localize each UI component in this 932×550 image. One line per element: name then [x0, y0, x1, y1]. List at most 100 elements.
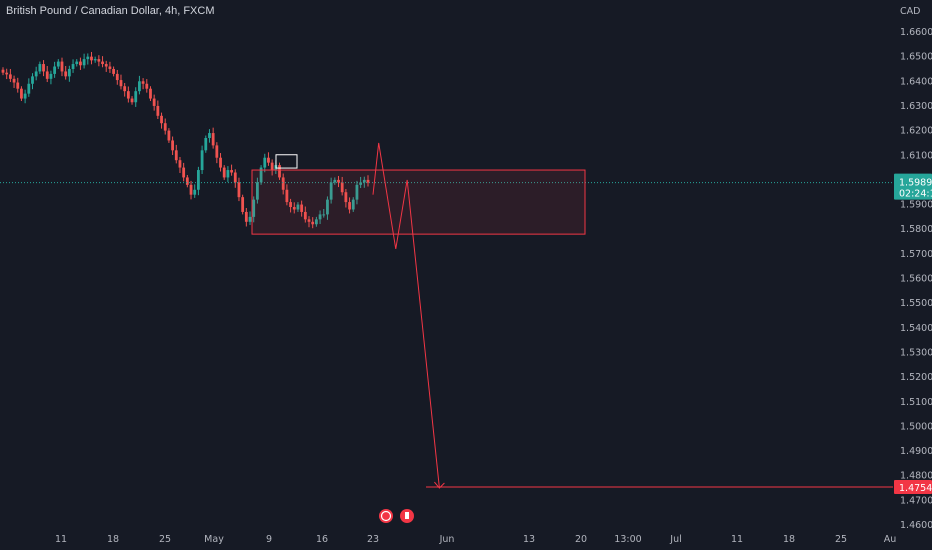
y-tick-label: 1.46000 — [900, 520, 932, 531]
y-tick-label: 1.51000 — [900, 397, 932, 408]
candle — [344, 189, 348, 208]
svg-text:02:24:15: 02:24:15 — [899, 189, 932, 200]
price-tags: 1.5989102:24:15 1.47542 — [894, 173, 932, 494]
candle — [178, 156, 182, 173]
event-icon[interactable] — [400, 509, 414, 523]
marker-box — [275, 154, 298, 169]
candle — [292, 202, 296, 214]
y-tick-label: 1.56000 — [900, 274, 932, 285]
y-tick-label: 1.49000 — [900, 446, 932, 457]
x-tick-label: 23 — [367, 534, 379, 545]
svg-text:1.47542: 1.47542 — [899, 483, 932, 494]
y-tick-label: 1.55000 — [900, 298, 932, 309]
candle — [45, 66, 49, 83]
candle — [64, 66, 68, 80]
x-tick-label: 20 — [575, 534, 587, 545]
candle — [156, 100, 160, 120]
candle — [5, 68, 9, 80]
candle — [53, 61, 57, 78]
candle — [255, 177, 259, 204]
candle — [237, 177, 241, 202]
candle — [130, 96, 134, 105]
drawings — [0, 142, 893, 489]
candle — [163, 118, 167, 135]
candle — [204, 135, 208, 153]
arrowhead — [434, 481, 445, 489]
supply-zone — [251, 169, 586, 235]
time-axis: 11 18 25 May 9 16 23 Jun 13 20 13:00 Jul 11 18 25 Au — [55, 534, 896, 545]
candle — [200, 145, 204, 174]
y-tick-label: 1.57000 — [900, 249, 932, 260]
candle — [82, 53, 86, 69]
candle — [20, 86, 23, 102]
candle — [296, 202, 300, 212]
candle — [93, 56, 97, 63]
candle — [337, 175, 340, 188]
x-tick-label: 25 — [159, 534, 171, 545]
candle — [248, 211, 252, 226]
y-tick-label: 1.58000 — [900, 224, 932, 235]
candle — [134, 87, 138, 107]
candle — [326, 196, 329, 220]
currency-label: CAD — [900, 6, 920, 17]
candle — [42, 60, 45, 77]
y-tick-label: 1.62000 — [900, 126, 932, 137]
candle — [104, 60, 108, 72]
candle — [278, 162, 281, 180]
candle — [174, 144, 178, 164]
candle — [219, 153, 222, 172]
candle — [145, 79, 149, 93]
candle — [252, 196, 256, 223]
candle — [185, 174, 189, 188]
candle — [119, 74, 123, 90]
candle — [160, 112, 163, 129]
candle — [303, 206, 307, 223]
candle — [60, 57, 64, 77]
x-tick-label: 13:00 — [614, 534, 641, 545]
x-tick-label: Jun — [439, 534, 455, 545]
candle — [123, 83, 127, 97]
candle — [112, 66, 116, 77]
candle — [27, 78, 31, 97]
y-tick-label: 1.63000 — [900, 101, 932, 112]
candle — [56, 59, 60, 69]
price-axis: CAD 1.66000 1.65000 1.64000 1.63000 1.62000 1.… — [900, 6, 932, 531]
candle — [79, 57, 82, 70]
x-tick-label: 18 — [107, 534, 119, 545]
candle — [182, 162, 186, 182]
candle — [300, 200, 304, 217]
candle — [226, 166, 230, 183]
candle — [38, 61, 42, 74]
candle — [285, 184, 289, 206]
candle — [171, 136, 174, 156]
candle — [49, 70, 53, 85]
y-tick-label: 1.53000 — [900, 347, 932, 358]
news-icon[interactable] — [379, 509, 393, 523]
candle — [197, 166, 200, 196]
x-tick-label: 9 — [266, 534, 272, 545]
candle — [71, 59, 75, 73]
candle — [215, 142, 219, 164]
candle — [233, 169, 237, 188]
svg-text:1.59891: 1.59891 — [899, 178, 932, 189]
x-tick-label: May — [204, 534, 224, 545]
candle — [333, 177, 337, 185]
candle — [1, 67, 5, 76]
candle — [281, 173, 285, 195]
y-tick-label: 1.64000 — [900, 76, 932, 87]
y-tick-label: 1.65000 — [900, 52, 932, 63]
candle — [222, 165, 226, 180]
candle — [322, 208, 326, 218]
x-tick-label: Au — [884, 534, 897, 545]
candle — [23, 89, 27, 104]
y-tick-label: 1.59000 — [900, 200, 932, 211]
candle — [263, 153, 267, 173]
candle — [138, 75, 141, 95]
y-tick-label: 1.52000 — [900, 372, 932, 383]
candles — [1, 51, 370, 229]
target-price-tag: 1.47542 — [894, 479, 932, 494]
candle — [189, 180, 193, 200]
candle — [12, 75, 16, 88]
last-price-tag: 1.5989102:24:15 — [894, 173, 932, 200]
